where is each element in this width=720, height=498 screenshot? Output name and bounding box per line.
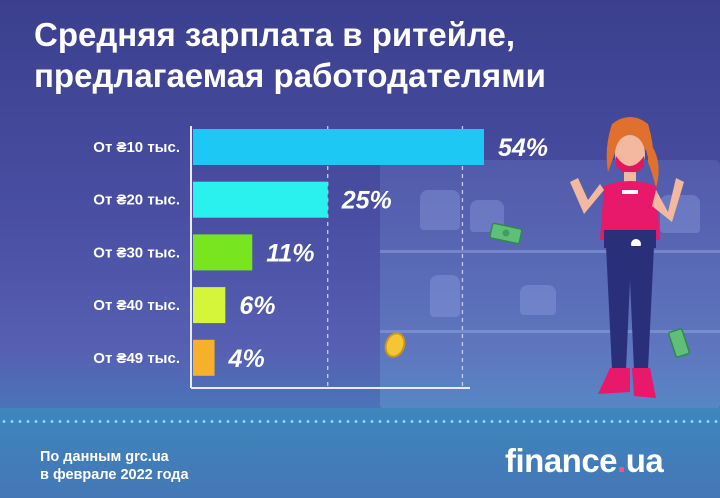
bar xyxy=(193,181,328,218)
title-line-1: Средняя зарплата в ритейле, xyxy=(34,16,516,53)
bottom-band xyxy=(0,408,720,498)
background-bag xyxy=(420,190,460,230)
category-label: От ₴40 тыс. xyxy=(93,297,180,314)
category-label: От ₴10 тыс. xyxy=(93,139,180,156)
value-label: 11% xyxy=(266,239,314,267)
background-shelf xyxy=(380,160,720,410)
shop-assistant-illustration xyxy=(570,117,684,398)
value-label: 54% xyxy=(498,134,548,162)
category-label: От ₴20 тыс. xyxy=(93,192,180,209)
dotted-divider xyxy=(0,420,720,423)
chart-title: Средняя зарплата в ритейле, предлагаемая… xyxy=(34,14,694,96)
logo-text: finance xyxy=(505,442,618,479)
category-label: От ₴30 тыс. xyxy=(93,244,180,261)
value-label: 4% xyxy=(228,345,265,373)
background-bag xyxy=(430,275,460,317)
coin-icon xyxy=(384,332,406,358)
value-label: 25% xyxy=(341,187,392,215)
logo-suffix: ua xyxy=(625,442,664,479)
source-line-1: По данным grc.ua xyxy=(40,449,169,465)
chart-bars: От ₴10 тыс. 54% От ₴20 тыс. 25% От ₴30 тыс. 1… xyxy=(93,129,548,376)
value-label: 6% xyxy=(239,292,275,320)
source-note: По данным grc.ua в феврале 2022 года xyxy=(40,448,189,484)
source-line-2: в феврале 2022 года xyxy=(40,467,189,483)
bar xyxy=(193,339,215,376)
banknote-icon xyxy=(668,328,690,358)
title-line-2: предлагаемая работодателями xyxy=(34,57,546,94)
bar-chart: От ₴10 тыс. 54% От ₴20 тыс. 25% От ₴30 тыс. 1… xyxy=(93,126,548,389)
finance-ua-logo[interactable]: finance.ua xyxy=(505,442,664,480)
chart-grid xyxy=(327,126,464,388)
bar xyxy=(193,234,253,271)
bar xyxy=(193,287,226,324)
category-label: От ₴49 тыс. xyxy=(93,350,180,367)
logo-dot: . xyxy=(617,442,626,479)
background-bag xyxy=(520,285,556,315)
bar xyxy=(193,129,484,165)
banknote-icon xyxy=(489,222,523,245)
